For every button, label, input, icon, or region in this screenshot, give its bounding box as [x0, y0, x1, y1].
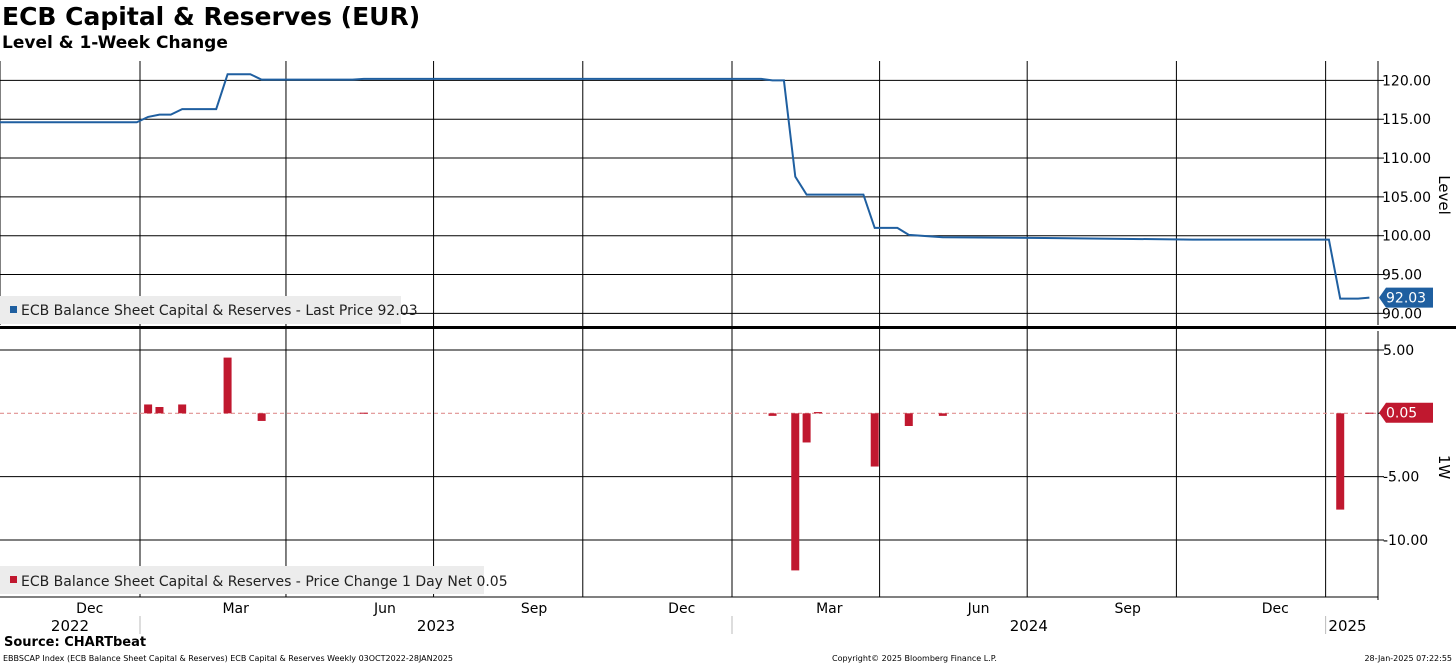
change-bar	[791, 413, 800, 571]
change-bar	[257, 413, 266, 421]
x-month-label: Sep	[521, 601, 548, 617]
change-bar	[813, 412, 822, 414]
change-legend-label: ECB Balance Sheet Capital & Reserves - P…	[21, 574, 508, 590]
x-month-label: Mar	[816, 601, 843, 617]
level-axis-tick-label: 95.00	[1382, 268, 1422, 284]
x-month-label: Dec	[76, 601, 103, 617]
footer-copyright: Copyright© 2025 Bloomberg Finance L.P.	[832, 654, 997, 663]
change-legend-box	[0, 566, 484, 594]
chart-subtitle: Level & 1-Week Change	[2, 33, 228, 53]
change-bar	[904, 413, 913, 426]
level-axis-tick-label: 100.00	[1382, 229, 1431, 245]
last-price-tag-label: 92.03	[1386, 291, 1426, 307]
panel-separator	[0, 326, 1456, 329]
change-bar	[802, 413, 811, 443]
x-month-label: Jun	[967, 601, 990, 617]
change-bar	[1336, 413, 1345, 510]
x-year-label: 2024	[1010, 617, 1048, 635]
change-bar	[359, 412, 368, 414]
change-bar	[223, 357, 232, 414]
level-axis-tick-label: 110.00	[1382, 151, 1431, 167]
level-legend-label: ECB Balance Sheet Capital & Reserves - L…	[21, 303, 418, 319]
x-year-label: 2023	[417, 617, 455, 635]
x-month-label: Dec	[668, 601, 695, 617]
last-price-tag	[1379, 287, 1433, 308]
last-change-tag-label: 0.05	[1386, 406, 1417, 422]
x-month-label: Jun	[373, 601, 396, 617]
footer-timestamp: 28-Jan-2025 07:22:55	[1364, 654, 1452, 663]
change-bar	[144, 404, 153, 414]
x-month-label: Mar	[222, 601, 249, 617]
chart-title: ECB Capital & Reserves (EUR)	[2, 2, 421, 31]
level-axis-tick-label: 90.00	[1382, 306, 1422, 322]
change-axis-tick-label: -10.00	[1383, 533, 1428, 549]
footer-ticker-description: EBBSCAP Index (ECB Balance Sheet Capital…	[3, 654, 453, 663]
source-note: Source: CHARTbeat	[4, 635, 147, 650]
x-month-label: Dec	[1262, 601, 1289, 617]
change-axis-tick-label: 5.00	[1383, 343, 1414, 359]
change-legend-swatch	[10, 576, 17, 583]
last-change-tag	[1379, 402, 1433, 423]
x-year-label: 2022	[51, 617, 89, 635]
change-bar	[1365, 412, 1374, 414]
change-bar	[155, 407, 164, 414]
level-legend-swatch	[10, 306, 17, 313]
change-axis-title: 1W	[1435, 455, 1453, 480]
change-bar	[178, 404, 187, 414]
level-axis-title: Level	[1435, 175, 1453, 215]
level-axis-tick-label: 115.00	[1382, 112, 1431, 128]
level-series-line	[0, 73, 1370, 300]
level-legend-box	[0, 296, 401, 324]
change-bar	[938, 413, 947, 416]
change-axis-tick-label: -5.00	[1383, 470, 1419, 486]
x-year-label: 2025	[1328, 617, 1366, 635]
level-axis-tick-label: 105.00	[1382, 190, 1431, 206]
level-axis-tick-label: 120.00	[1382, 73, 1431, 89]
x-month-label: Sep	[1115, 601, 1142, 617]
change-bar	[870, 413, 879, 467]
change-bar	[768, 413, 777, 416]
